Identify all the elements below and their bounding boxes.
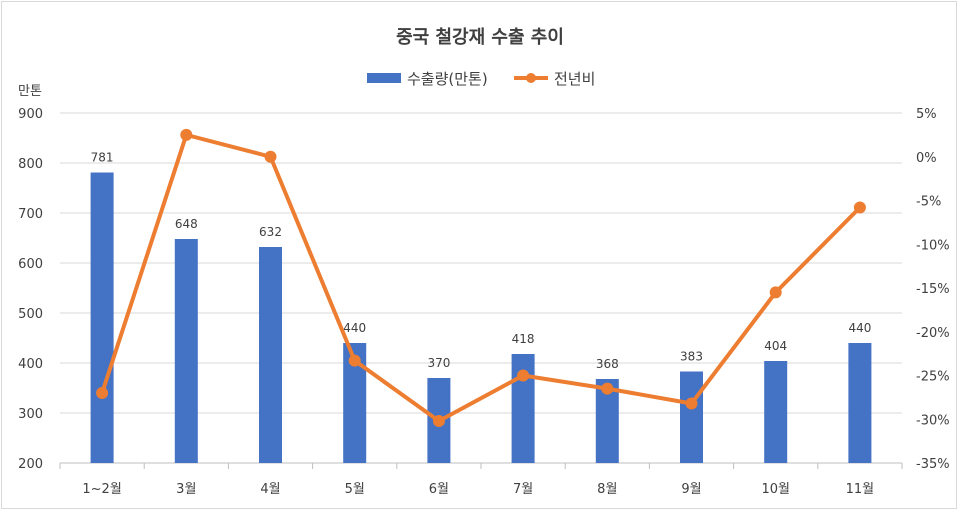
bar xyxy=(848,343,872,463)
right-tick-label: -35% xyxy=(916,457,950,472)
line-point xyxy=(348,354,361,367)
x-tick-label: 3월 xyxy=(176,482,196,497)
x-tick-label: 4월 xyxy=(260,482,280,497)
legend-bar-swatch xyxy=(367,73,401,83)
x-tick-label: 11월 xyxy=(846,482,875,497)
bar-value-label: 632 xyxy=(259,225,282,239)
left-tick-label: 900 xyxy=(18,107,43,122)
bar xyxy=(90,172,114,463)
bar xyxy=(595,379,619,463)
line-point xyxy=(853,201,866,214)
bar xyxy=(343,343,367,463)
bar-value-label: 648 xyxy=(175,217,198,231)
left-tick-label: 600 xyxy=(18,257,43,272)
x-tick-label: 9월 xyxy=(681,482,701,497)
legend: 수출량(만톤) 전년비 xyxy=(367,70,595,88)
line-point xyxy=(96,387,109,399)
right-axis-ticks: -35% -30% -25% -20% -15% -10% -5% 0% 5% xyxy=(916,107,950,472)
line-point xyxy=(769,286,782,299)
line-series xyxy=(96,128,866,427)
x-tick-label: 1~2월 xyxy=(82,482,121,497)
bar xyxy=(174,239,198,463)
line-point xyxy=(685,397,698,410)
left-tick-label: 200 xyxy=(18,457,43,472)
right-tick-label: 5% xyxy=(916,107,937,122)
left-tick-label: 400 xyxy=(18,357,43,372)
legend-bar-label: 수출량(만톤) xyxy=(407,70,488,88)
bar-value-label: 781 xyxy=(91,151,114,165)
legend-line-marker xyxy=(526,73,536,83)
bar-value-label: 440 xyxy=(848,321,871,335)
line-point xyxy=(180,128,193,141)
x-tick-label: 7월 xyxy=(513,482,533,497)
x-tick-label: 6월 xyxy=(429,482,449,497)
line-point xyxy=(601,382,614,395)
bar xyxy=(680,371,703,463)
x-tick-label: 5월 xyxy=(345,482,365,497)
gridlines xyxy=(59,112,903,469)
bar xyxy=(259,247,282,463)
right-tick-label: -15% xyxy=(916,282,950,297)
line-path xyxy=(100,132,862,423)
x-tick-label: 8월 xyxy=(597,482,617,497)
line-point xyxy=(264,150,277,163)
left-tick-label: 500 xyxy=(18,307,43,322)
right-tick-label: -5% xyxy=(916,195,941,210)
line-point xyxy=(432,415,445,427)
bar-value-label: 440 xyxy=(343,321,366,335)
bar-value-label: 368 xyxy=(596,357,619,371)
bar-series xyxy=(90,172,872,463)
y-axis-unit-label: 만톤 xyxy=(18,84,42,99)
right-tick-label: -10% xyxy=(916,238,950,253)
bar xyxy=(764,361,788,463)
bar-data-labels: 781 648 632 440 370 418 368 383 404 440 xyxy=(91,151,872,372)
x-tick-label: 10월 xyxy=(761,482,790,497)
left-tick-label: 300 xyxy=(18,407,43,422)
bar-value-label: 418 xyxy=(512,332,535,346)
right-tick-label: -20% xyxy=(916,326,950,341)
line-point xyxy=(517,369,530,382)
bar-value-label: 370 xyxy=(427,356,450,370)
bar xyxy=(511,354,535,463)
right-tick-label: -25% xyxy=(916,370,950,385)
right-tick-label: -30% xyxy=(916,413,950,428)
bar-value-label: 404 xyxy=(764,339,787,353)
chart-title: 중국 철강재 수출 추이 xyxy=(396,27,564,48)
x-axis-labels: 1~2월 3월 4월 5월 6월 7월 8월 9월 10월 11월 xyxy=(82,482,874,497)
legend-line-label: 전년비 xyxy=(554,70,595,88)
bar-value-label: 383 xyxy=(680,350,703,364)
left-tick-label: 700 xyxy=(18,207,43,222)
left-axis-ticks: 200 300 400 500 600 700 800 900 xyxy=(18,107,43,472)
right-tick-label: 0% xyxy=(916,151,937,166)
left-tick-label: 800 xyxy=(18,157,43,172)
